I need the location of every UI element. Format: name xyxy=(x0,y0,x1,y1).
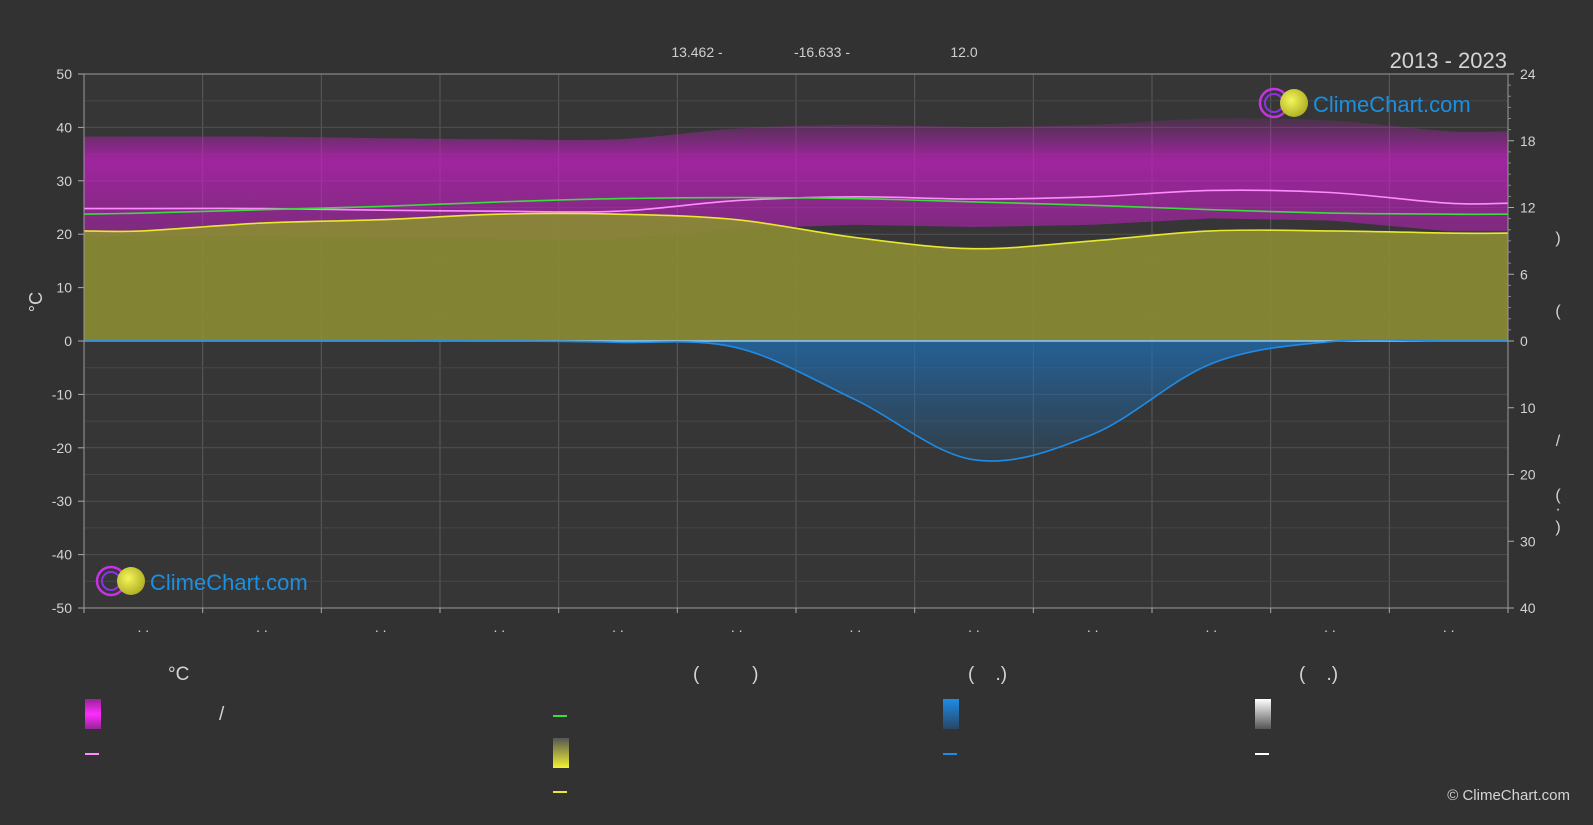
temperature-band-area xyxy=(84,118,1508,240)
legend-line-temp-max xyxy=(85,753,99,755)
x-tick-label: . . xyxy=(137,619,149,635)
left-tick-label: -30 xyxy=(52,493,72,509)
x-tick-label: . . xyxy=(375,619,387,635)
right-axis-mm-label-open: ( xyxy=(1555,487,1561,504)
legend-line-snow xyxy=(1255,753,1269,755)
precipitation-band-area xyxy=(84,339,1508,462)
x-tick-label: . . xyxy=(1324,619,1336,635)
logo-text: ClimeChart.com xyxy=(150,570,308,595)
right-tick-label-mm: 40 xyxy=(1520,600,1536,616)
x-tick-label: . . xyxy=(731,619,743,635)
logo-bottom-left: ClimeChart.com xyxy=(95,565,308,597)
legend-text-temp-range: / xyxy=(219,704,225,725)
right-tick-label-hours: 6 xyxy=(1520,266,1528,282)
plot-frame xyxy=(83,73,1509,609)
right-axis-mm-label-slash: / xyxy=(1556,433,1561,450)
left-tick-label: -10 xyxy=(52,386,72,402)
logo-text: ClimeChart.com xyxy=(1313,92,1471,117)
sunshine-band-area xyxy=(84,213,1508,341)
right-tick-label-hours: 24 xyxy=(1520,66,1536,82)
right-axis-hours-label-open: ( xyxy=(1555,303,1561,320)
legend-line-rain xyxy=(943,753,957,755)
right-tick-label-mm: 20 xyxy=(1520,467,1536,483)
coord-elevation: 12.0 xyxy=(950,44,977,60)
sunshine-band xyxy=(84,213,1508,341)
copyright: © ClimeChart.com xyxy=(1447,787,1570,804)
left-tick-label: 20 xyxy=(56,226,72,242)
right-tick-label-hours: 0 xyxy=(1520,333,1528,349)
x-tick-label: . . xyxy=(493,619,505,635)
legend-header-sun: ( ) xyxy=(693,664,759,685)
x-tick-label: . . xyxy=(1205,619,1217,635)
right-tick-label-hours: 12 xyxy=(1520,200,1536,216)
right-tick-label-mm: 10 xyxy=(1520,400,1536,416)
left-axis-ticks: 50 40 30 20 10 0 -10 -20 -30 -40 -50 xyxy=(52,66,84,616)
x-tick-label: . . xyxy=(1087,619,1099,635)
right-axis-mm-label-dot: · xyxy=(1555,501,1560,518)
series-line-sunshine-hours xyxy=(83,212,1509,250)
series-line-precipitation-mm xyxy=(83,339,1509,462)
right-axis-hours-label-close: ) xyxy=(1555,230,1560,247)
legend-line-daylight xyxy=(553,715,567,717)
left-tick-label: -20 xyxy=(52,440,72,456)
left-axis-label: °C xyxy=(26,292,46,312)
legend-header-rain: ( .) xyxy=(968,664,1008,685)
logo-top-right: ClimeChart.com xyxy=(1258,87,1471,119)
left-tick-label: 0 xyxy=(64,333,72,349)
right-axis-ticks: 24 18 12 6 0 10 20 30 40 xyxy=(1508,66,1536,616)
logo-sun-icon xyxy=(117,567,145,595)
legend-swatch-snow xyxy=(1255,699,1271,729)
legend-swatch-sunshine xyxy=(553,738,569,768)
legend-swatch-temp-range xyxy=(85,699,101,729)
x-tick-label: . . xyxy=(612,619,624,635)
coord-latitude: 13.462 - xyxy=(671,44,723,60)
series-lines xyxy=(83,189,1509,462)
legend-header-temperature: °C xyxy=(168,664,190,685)
left-tick-label: 40 xyxy=(56,119,72,135)
period-title: 2013 - 2023 xyxy=(1390,48,1507,73)
right-tick-label-mm: 30 xyxy=(1520,533,1536,549)
x-tick-label: . . xyxy=(968,619,980,635)
temperature-band xyxy=(84,118,1508,240)
precipitation-band xyxy=(84,339,1508,462)
x-tick-label: . . xyxy=(849,619,861,635)
left-tick-label: 30 xyxy=(56,173,72,189)
x-axis-ticks: . . . . . . . . . . . . . . . . . . . . . . . . xyxy=(83,608,1509,635)
legend-swatch-rain xyxy=(943,699,959,729)
logo-sun-icon xyxy=(1280,89,1308,117)
x-tick-label: . . xyxy=(256,619,268,635)
legend-line-sunshine xyxy=(553,791,567,793)
left-tick-label: 50 xyxy=(56,66,72,82)
x-tick-label: . . xyxy=(1443,619,1455,635)
right-axis-mm-label-close: ) xyxy=(1555,519,1560,536)
right-tick-label-hours: 18 xyxy=(1520,133,1536,149)
left-tick-label: -50 xyxy=(52,600,72,616)
left-tick-label: 10 xyxy=(56,280,72,296)
legend-header-snow: ( .) xyxy=(1299,664,1339,685)
coord-longitude: -16.633 - xyxy=(794,44,850,60)
series-line-daylight-hours xyxy=(83,196,1509,216)
left-tick-label: -40 xyxy=(52,547,72,563)
